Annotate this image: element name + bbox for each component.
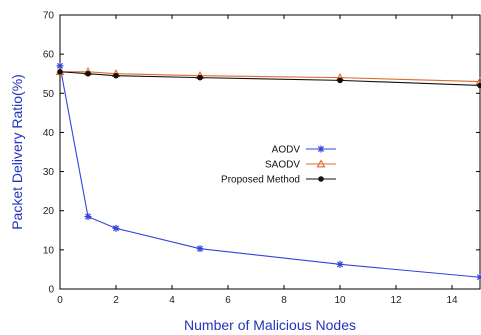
data-point-aodv [112, 224, 120, 232]
x-tick-label: 12 [390, 295, 402, 306]
series-line-aodv [59, 65, 481, 278]
y-tick-label: 0 [48, 285, 54, 296]
data-point-proposed-method [477, 82, 481, 89]
y-tick-label: 10 [43, 245, 55, 256]
plot-border [59, 14, 481, 290]
data-point-proposed-method [57, 68, 63, 75]
data-point-proposed-method [85, 70, 91, 77]
x-tick-label: 2 [113, 295, 119, 306]
y-axis: 0 10 20 30 40 50 60 70 [43, 11, 480, 296]
legend-label-proposed-method: Proposed Method [221, 175, 300, 186]
x-tick-label: 8 [281, 295, 287, 306]
x-tick-label: 4 [169, 295, 175, 306]
x-tick-label: 10 [334, 295, 346, 306]
data-point-aodv [56, 62, 64, 70]
legend-label-aodv: AODV [272, 145, 301, 156]
series-group [55, 62, 481, 281]
legend: AODV SAODV Proposed Method [221, 145, 336, 186]
y-tick-label: 40 [43, 128, 55, 139]
data-point-proposed-method [113, 72, 119, 79]
data-point-proposed-method [197, 74, 203, 81]
data-point-aodv [196, 245, 204, 253]
y-tick-label: 30 [43, 167, 55, 178]
data-point-aodv [84, 213, 92, 221]
x-tick-label: 6 [225, 295, 231, 306]
legend-label-saodv: SAODV [265, 160, 300, 171]
y-axis-title: Packet Delivery Ratio(%) [9, 74, 25, 230]
y-tick-label: 60 [43, 50, 55, 61]
legend-marker-aodv [317, 145, 325, 153]
series-line-proposed-method [59, 71, 481, 87]
data-point-proposed-method [337, 77, 343, 84]
legend-marker-saodv [316, 159, 326, 168]
x-axis: 0 2 4 6 8 10 12 14 [57, 15, 458, 306]
legend-marker-proposed-method [318, 176, 324, 182]
y-tick-label: 20 [43, 206, 55, 217]
x-tick-label: 14 [446, 295, 458, 306]
y-tick-label: 70 [43, 11, 55, 22]
data-point-aodv [476, 273, 481, 281]
series-line-saodv [60, 71, 481, 83]
x-axis-title: Number of Malicious Nodes [184, 317, 356, 333]
y-tick-label: 50 [43, 89, 55, 100]
x-tick-label: 0 [57, 295, 63, 306]
data-point-aodv [336, 260, 344, 268]
plot-frame [59, 14, 481, 290]
